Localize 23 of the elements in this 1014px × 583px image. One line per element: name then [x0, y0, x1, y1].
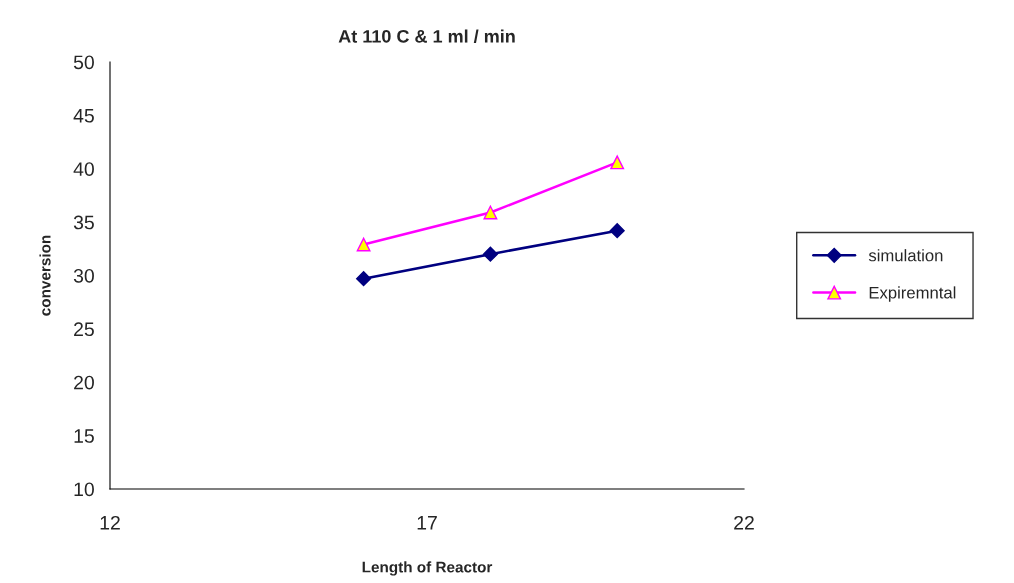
- x-axis-title: Length of Reactor: [362, 561, 493, 576]
- y-tick-label: 35: [73, 215, 94, 230]
- y-axis-title: conversion: [39, 235, 51, 316]
- y-tick-label: 20: [74, 375, 94, 390]
- x-tick-label: 12: [100, 515, 120, 530]
- y-tick-label: 45: [73, 109, 94, 123]
- chart-title: At 110 C & 1 ml / min: [338, 29, 515, 43]
- legend-label: Expiremntal: [869, 286, 956, 302]
- y-tick-label: 10: [74, 482, 94, 497]
- point: [483, 205, 498, 220]
- point: [356, 237, 371, 252]
- legend-label: simulation: [868, 249, 943, 262]
- x-tick-label: 17: [417, 516, 437, 530]
- x-tick-label: 22: [734, 515, 754, 530]
- y-tick-label: 25: [74, 322, 94, 337]
- y-tick-label: 15: [74, 429, 94, 443]
- point: [482, 246, 498, 262]
- y-tick-label: 50: [73, 55, 94, 70]
- point: [610, 155, 625, 170]
- y-tick-label: 40: [73, 162, 94, 176]
- point: [356, 271, 372, 287]
- point: [609, 223, 625, 239]
- y-tick-label: 30: [73, 268, 94, 283]
